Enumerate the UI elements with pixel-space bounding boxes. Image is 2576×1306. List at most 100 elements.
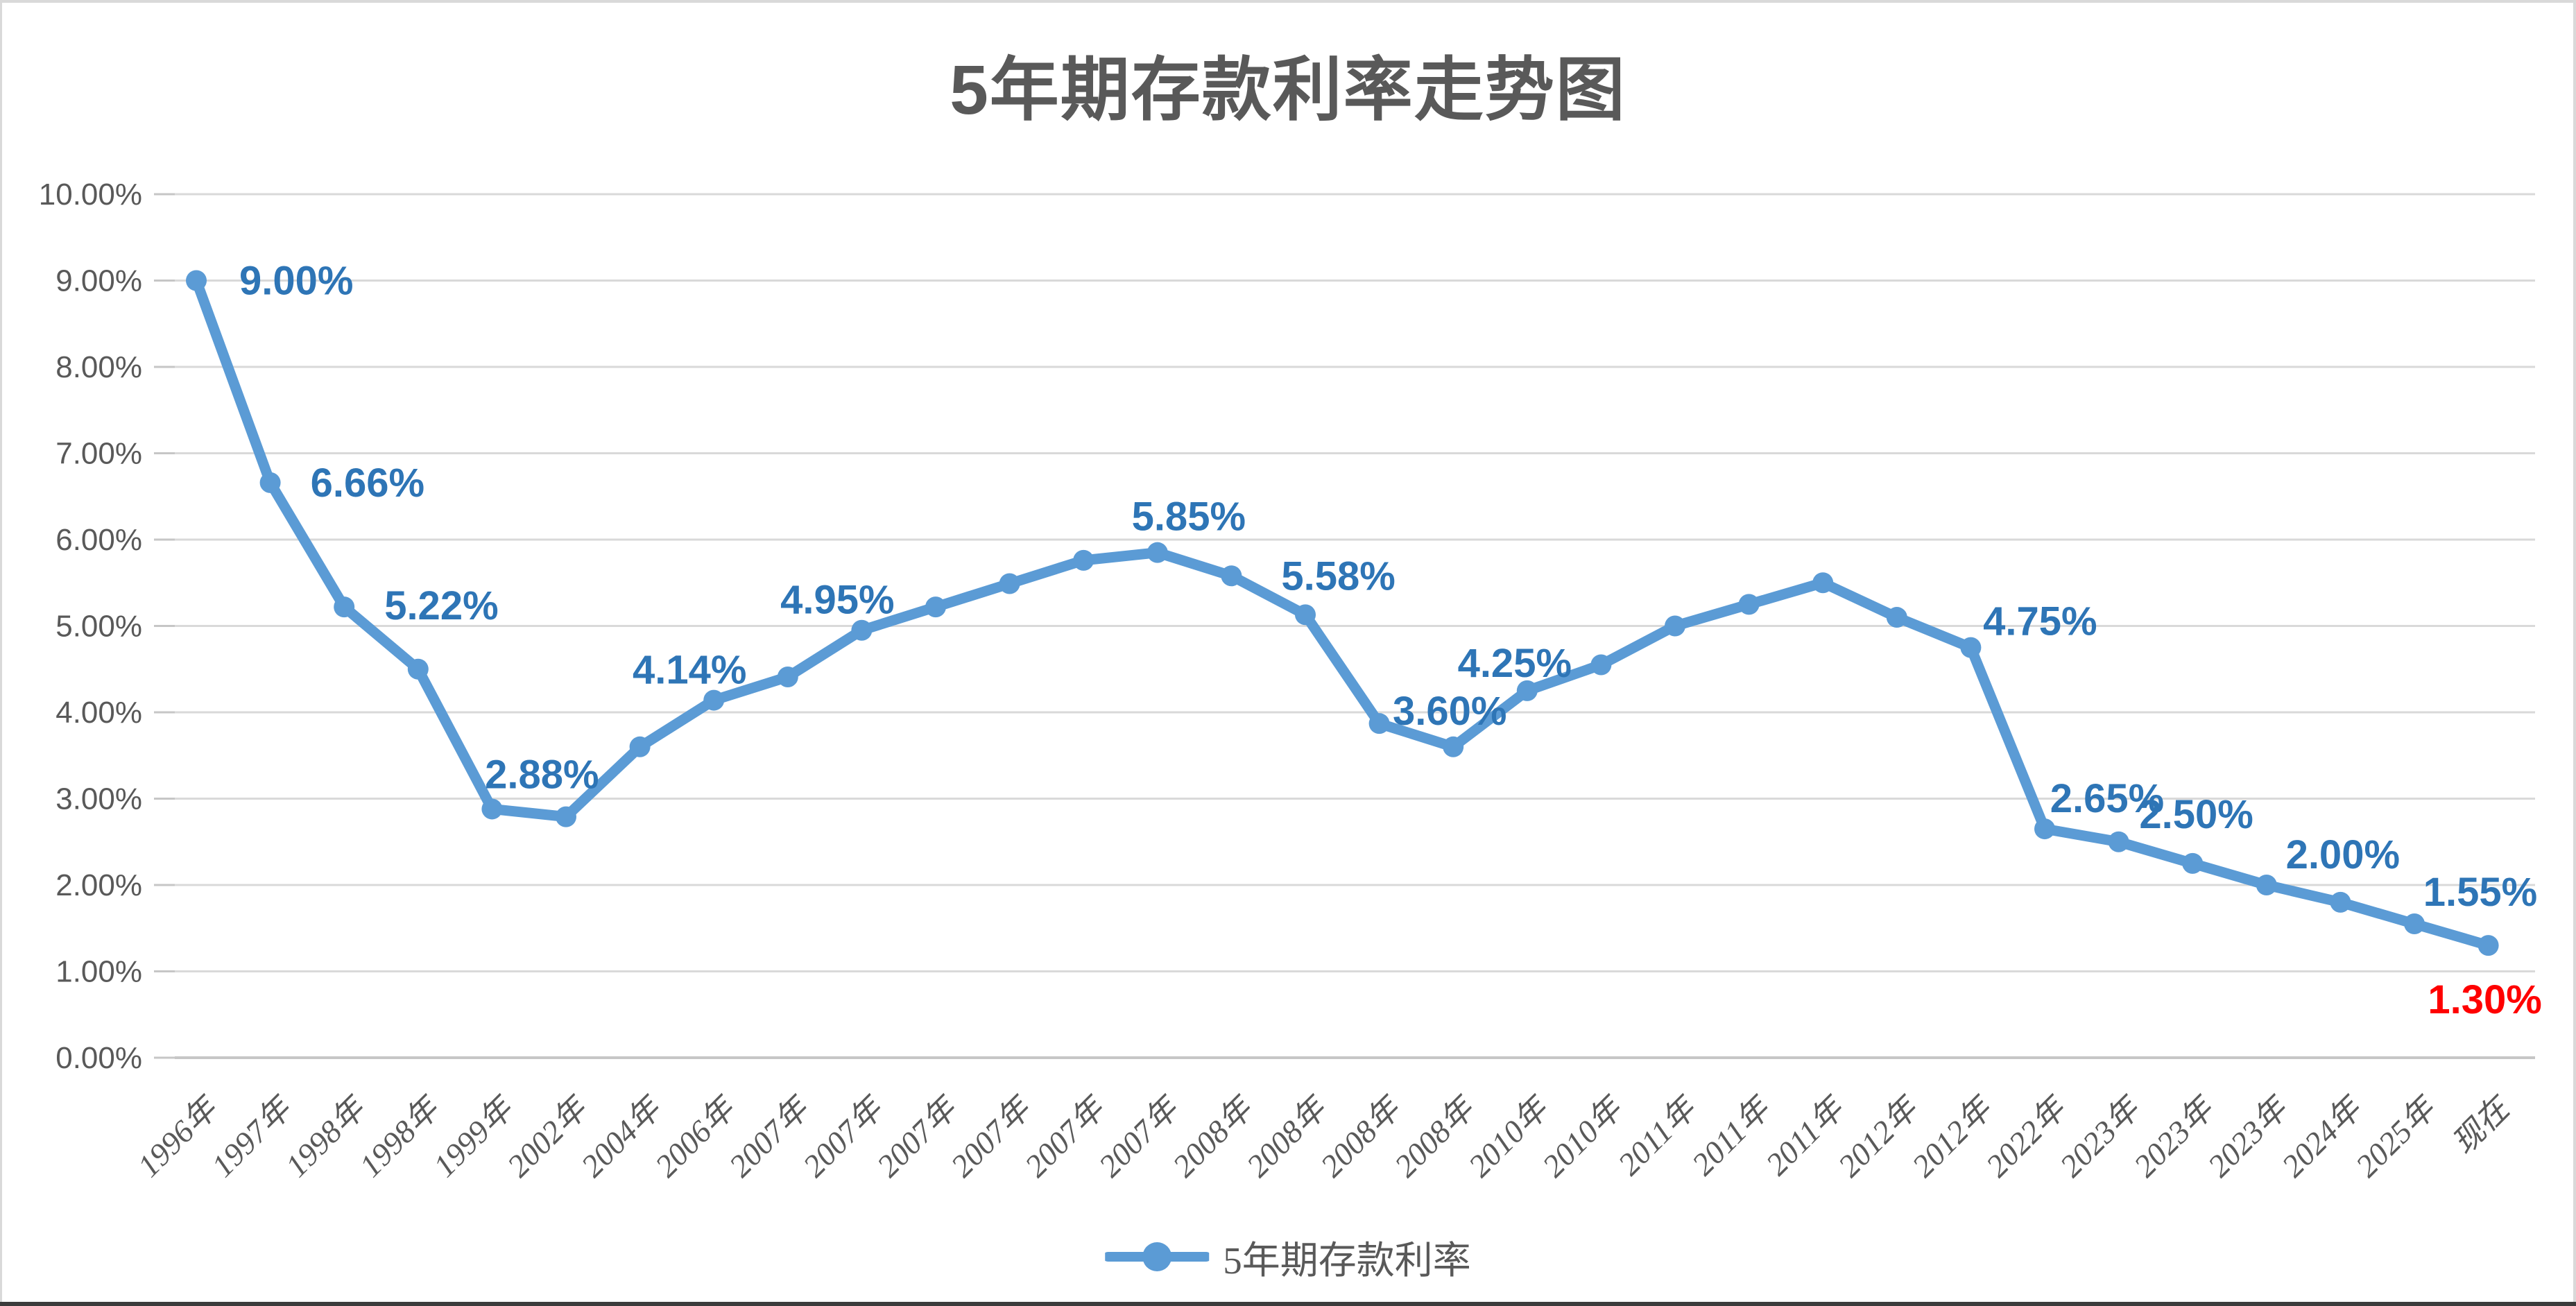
y-axis-tick-label: 2.00% [55,868,142,902]
x-axis-tick-label: 2008年 [1239,1089,1334,1183]
window-border-bottom [0,1302,2576,1306]
x-axis-tick-label: 1999年 [427,1089,521,1183]
x-axis-tick-label: 2002年 [500,1089,594,1183]
data-point-marker [259,472,281,493]
x-axis-tick-label: 1997年 [205,1089,299,1183]
data-point-marker [1073,549,1094,571]
data-point-label: 2.88% [485,752,599,797]
data-point-marker [407,658,429,680]
data-point-label: 3.60% [1393,689,1506,734]
data-point-marker [1295,604,1316,626]
x-axis-tick-label: 2004年 [574,1089,669,1183]
y-axis-tick-label: 5.00% [55,610,142,644]
legend-series-label: 5年期存款利率 [1223,1239,1471,1282]
data-point-label: 5.85% [1132,495,1246,540]
y-axis-tick-label: 10.00% [39,178,142,212]
x-axis-tick-label: 2007年 [944,1089,1038,1183]
data-point-label: 2.50% [2139,792,2253,837]
y-axis-tick-label: 9.00% [55,264,142,298]
x-axis-tick-label: 2022年 [1979,1089,2073,1183]
x-axis-tick-label: 2007年 [796,1089,891,1183]
x-axis-tick-label: 2007年 [722,1089,816,1183]
data-point-marker [851,619,873,641]
x-axis-tick-label: 现在 [2446,1088,2518,1161]
data-point-label: 4.14% [633,648,746,693]
x-axis-tick-label: 2012年 [1831,1089,1925,1183]
x-axis-tick-label: 2008年 [1314,1089,1408,1183]
data-point-label: 6.66% [311,461,424,506]
x-axis-tick-label: 2011年 [1611,1089,1704,1182]
data-point-marker [1812,572,1834,594]
window-border-top [0,0,2576,3]
x-axis-tick-label: 2008年 [1166,1089,1260,1183]
chart-title: 5年期存款利率走势图 [950,51,1626,129]
data-point-marker [1147,542,1168,563]
x-axis-tick-label: 2010年 [1461,1089,1556,1183]
x-axis-tick-label: 2007年 [1092,1089,1186,1183]
y-axis-tick-label: 0.00% [55,1041,142,1075]
x-axis-tick-label: 1998年 [279,1089,373,1183]
y-axis-tick-label: 7.00% [55,437,142,471]
x-axis-tick-label: 1996年 [130,1089,225,1183]
data-point-marker [481,798,503,820]
data-point-label: 1.55% [2423,870,2537,915]
data-point-marker [2330,891,2351,913]
y-axis-tick-label: 1.00% [55,955,142,989]
x-axis-tick-label: 2008年 [1388,1089,1482,1183]
x-axis-tick-label: 2023年 [2053,1089,2147,1183]
x-axis-tick-label: 2007年 [1018,1089,1113,1183]
data-point-label: 9.00% [239,259,353,304]
data-point-marker [2034,818,2055,840]
y-axis-tick-label: 8.00% [55,350,142,384]
data-point-marker [556,806,576,827]
data-point-marker [1886,607,1907,628]
data-point-marker [2404,913,2425,935]
data-point-marker [1443,736,1464,757]
data-point-marker [2182,852,2204,874]
data-point-marker [1516,680,1538,701]
data-point-label: 1.30% [2428,977,2541,1022]
data-point-marker [925,596,946,618]
x-axis-tick-label: 2012年 [1905,1089,2000,1183]
data-point-marker [777,666,798,687]
data-point-marker [2256,875,2277,895]
x-axis-tick-label: 1998年 [352,1089,447,1183]
x-axis-tick-label: 2010年 [1536,1089,1630,1183]
data-point-label: 4.95% [780,578,894,623]
data-point-marker [334,596,355,618]
data-point-marker [2108,831,2129,852]
data-point-label: 4.75% [1983,599,2097,644]
data-point-marker [1368,713,1390,734]
data-point-marker [1960,637,1982,658]
data-point-marker [1590,654,1612,676]
x-axis-tick-label: 2025年 [2349,1089,2443,1183]
legend-line-marker-icon [1105,1242,1210,1271]
data-point-label: 4.25% [1458,641,1572,686]
x-axis-tick-label: 2011年 [1759,1089,1852,1182]
x-axis-tick-label: 2023年 [2201,1089,2295,1183]
x-axis-tick-label: 2006年 [649,1089,743,1183]
data-point-marker [2478,935,2499,956]
series-line [191,275,2494,951]
data-point-label: 2.65% [2050,776,2164,821]
data-point-label: 2.00% [2286,832,2400,877]
legend: 5年期存款利率 [1105,1229,1471,1284]
data-point-label: 5.22% [384,583,498,628]
x-axis-tick-label: 2023年 [2127,1089,2222,1183]
data-point-marker [703,689,725,711]
y-axis-tick-label: 4.00% [55,696,142,730]
x-axis-tick-label: 2011年 [1685,1089,1778,1182]
window-border-left [0,0,2,1306]
y-axis-tick-label: 3.00% [55,782,142,816]
x-axis-tick-label: 2024年 [2275,1089,2369,1183]
window-border-right [2573,0,2576,1306]
data-point-marker [186,270,207,291]
data-point-marker [1221,565,1242,587]
data-point-marker [999,573,1020,594]
y-axis-tick-label: 6.00% [55,523,142,557]
x-axis-tick-label: 2007年 [870,1089,964,1183]
data-point-label: 5.58% [1281,553,1395,599]
data-point-marker [629,736,651,757]
